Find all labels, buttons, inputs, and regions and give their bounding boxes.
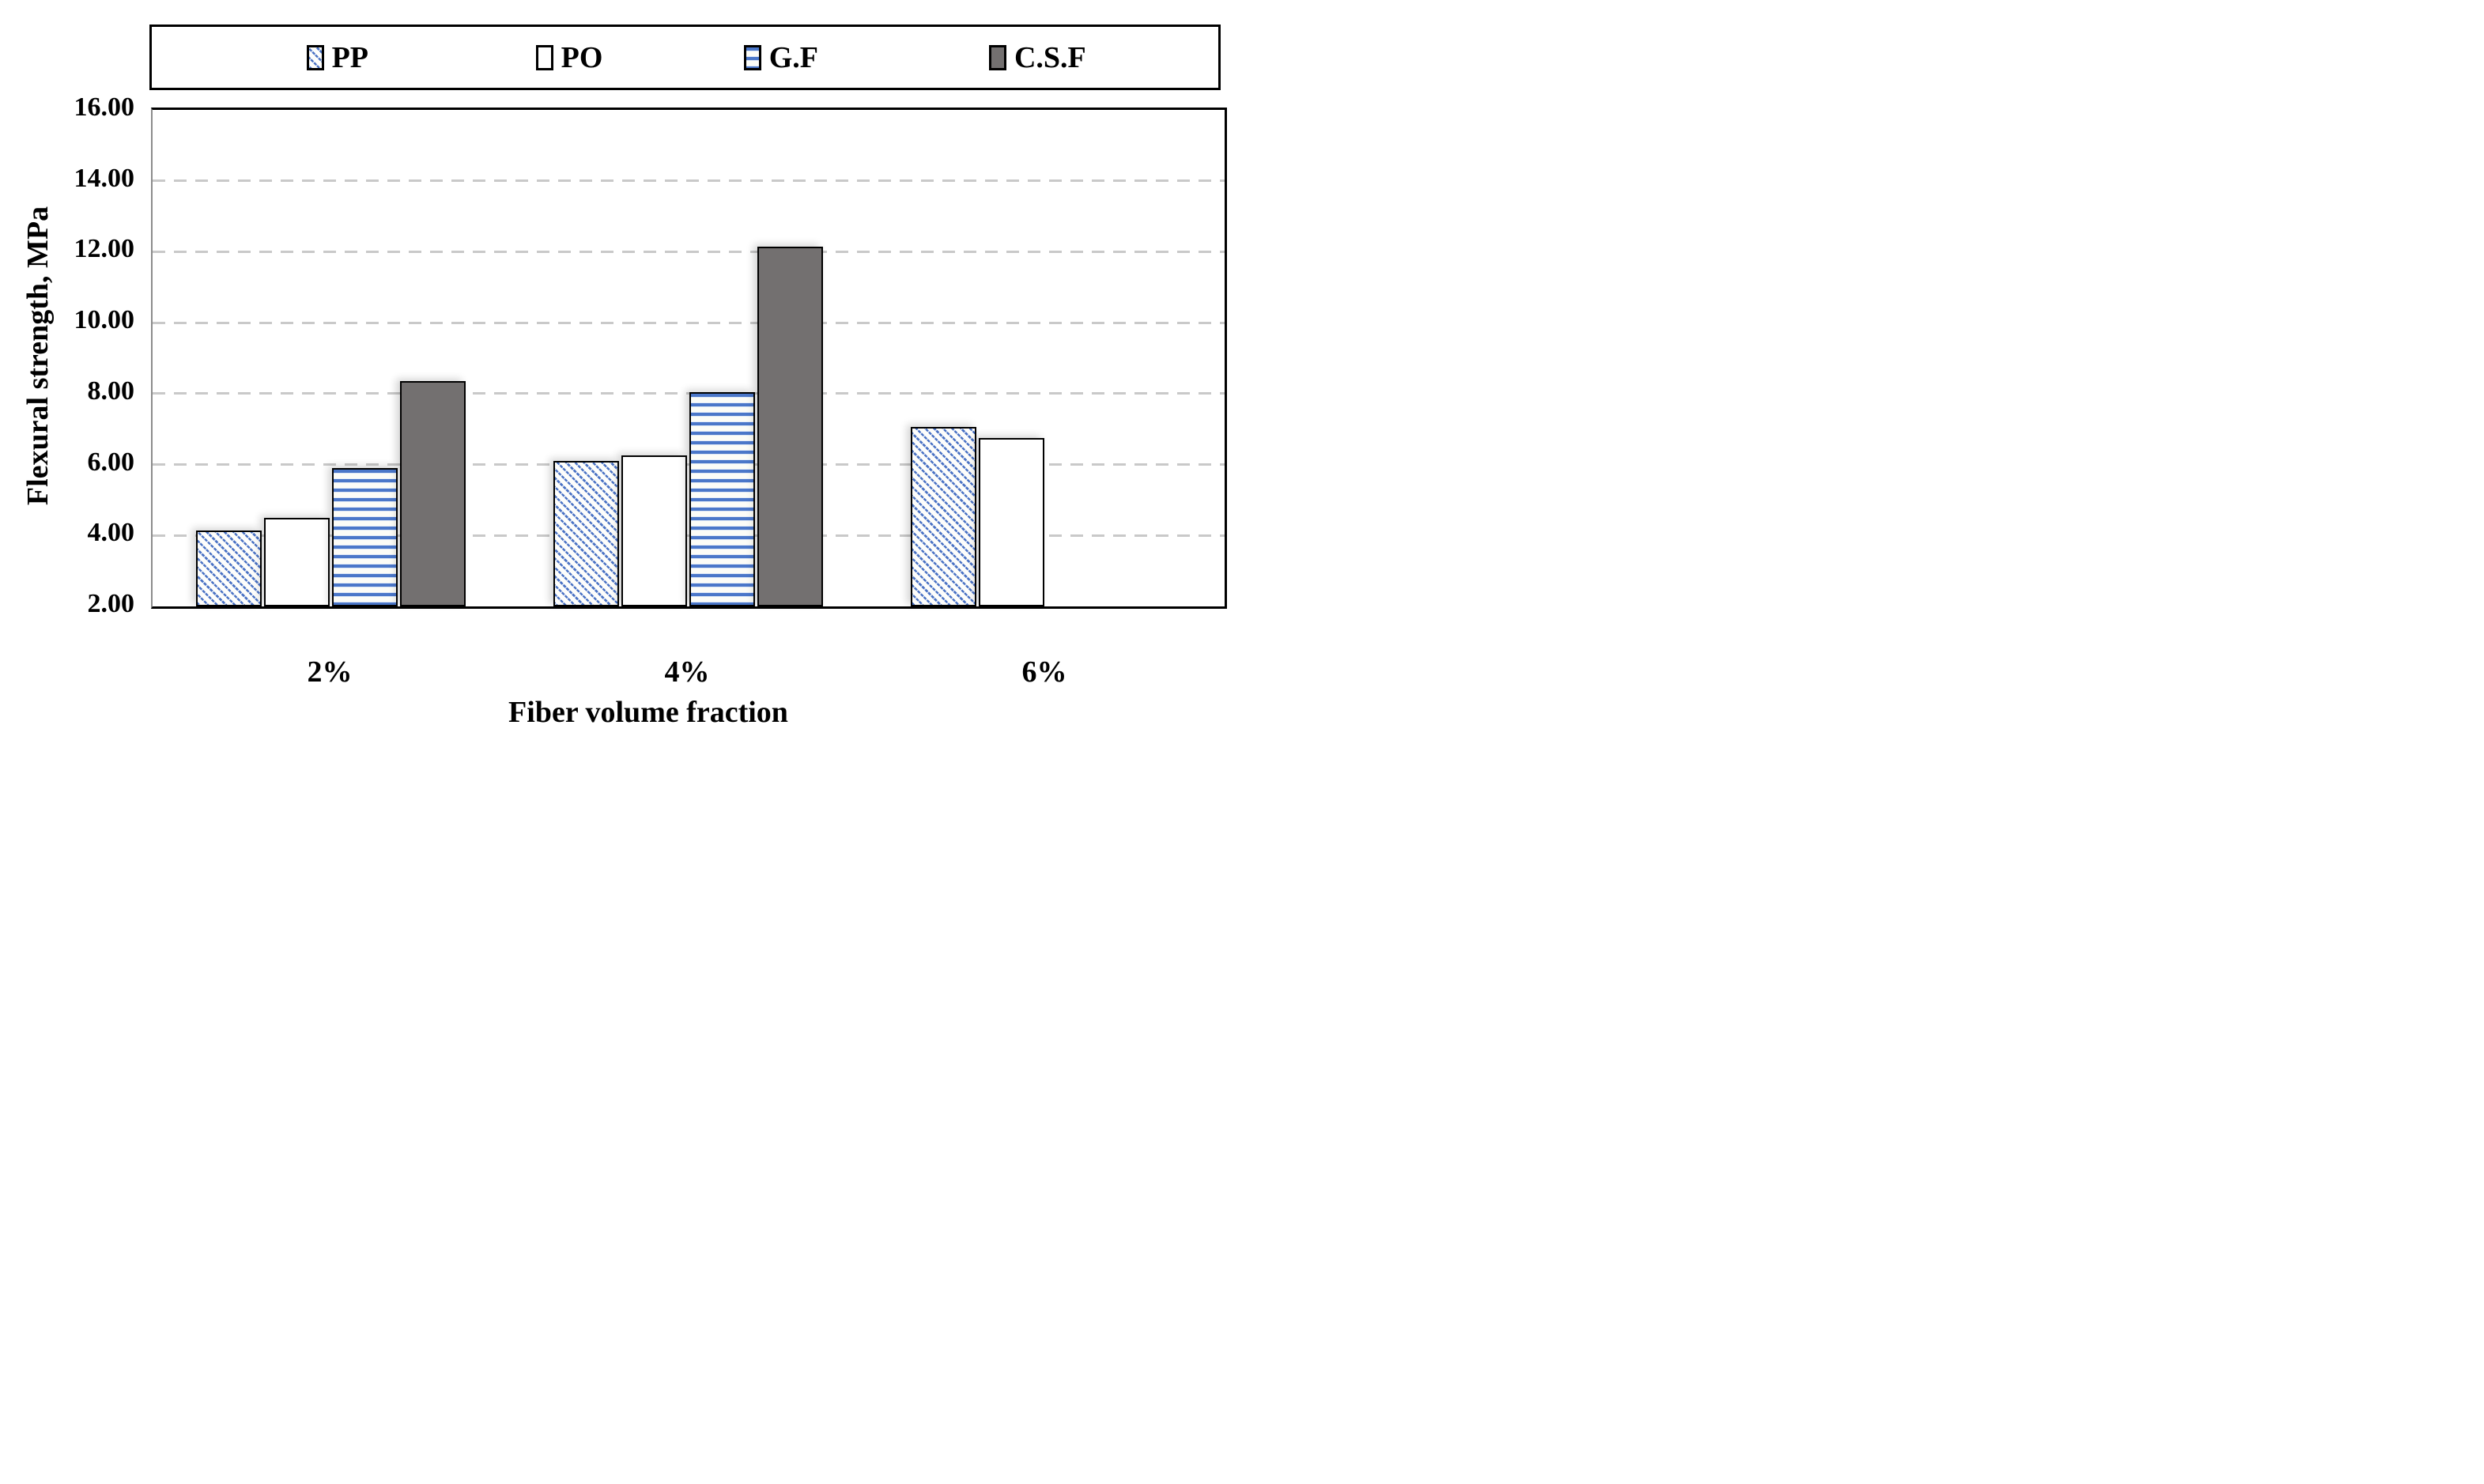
bar-gf-2pct [332, 468, 398, 606]
legend-swatch-po-icon [535, 44, 553, 70]
y-tick-16: 16.00 [74, 93, 135, 122]
y-tick-8: 8.00 [87, 376, 135, 406]
bar-po-2pct [264, 517, 330, 606]
legend-label-pp: PP [331, 40, 369, 74]
bar-group-4pct [510, 110, 867, 606]
y-tick-12: 12.00 [74, 234, 135, 264]
gridline-6 [153, 463, 1225, 466]
bar-csf-2pct [400, 381, 466, 606]
legend-item-pp: PP [306, 40, 369, 74]
x-tick-6pct: 6% [1021, 655, 1067, 689]
figure: PP PO G.F C.S.F Flexural strength, MPa 2.00… [0, 0, 1242, 742]
y-tick-6: 6.00 [87, 447, 135, 477]
x-tick-2pct: 2% [307, 655, 353, 689]
x-tick-4pct: 4% [664, 655, 710, 689]
bar-po-4pct [621, 455, 688, 606]
bar-po-6pct [979, 437, 1045, 606]
bar-pp-2pct [196, 530, 262, 606]
gridline-8 [153, 392, 1225, 395]
gridline-4 [153, 534, 1225, 537]
y-tick-4: 4.00 [87, 518, 135, 548]
legend-swatch-gf-icon [743, 44, 761, 70]
legend-item-po: PO [535, 40, 603, 74]
x-axis-labels: 2% 4% 6% [151, 604, 1223, 691]
legend-label-csf: C.S.F [1014, 40, 1086, 74]
gridline-14 [153, 179, 1225, 183]
y-tick-2: 2.00 [87, 589, 135, 618]
legend: PP PO G.F C.S.F [149, 25, 1221, 90]
legend-item-csf: C.S.F [988, 40, 1086, 74]
bar-gf-4pct [689, 391, 756, 606]
legend-label-po: PO [561, 40, 603, 74]
gridline-10 [153, 321, 1225, 324]
legend-label-gf: G.F [768, 40, 818, 74]
legend-swatch-pp-icon [306, 44, 324, 70]
y-tick-14: 14.00 [74, 163, 135, 193]
legend-swatch-csf-icon [988, 44, 1006, 70]
y-axis-labels: 2.00 4.00 6.00 8.00 10.00 12.00 14.00 16.00 [0, 94, 141, 617]
bar-group-6pct [867, 110, 1225, 606]
y-tick-10: 10.00 [74, 305, 135, 335]
bar-pp-6pct [911, 427, 977, 606]
legend-item-gf: G.F [743, 40, 818, 74]
gridline-12 [153, 250, 1225, 253]
bar-pp-4pct [553, 461, 620, 606]
x-axis-title: Fiber volume fraction [508, 696, 788, 729]
plot-area [151, 108, 1227, 609]
bar-csf-4pct [757, 246, 824, 606]
bar-group-2pct [153, 110, 510, 606]
